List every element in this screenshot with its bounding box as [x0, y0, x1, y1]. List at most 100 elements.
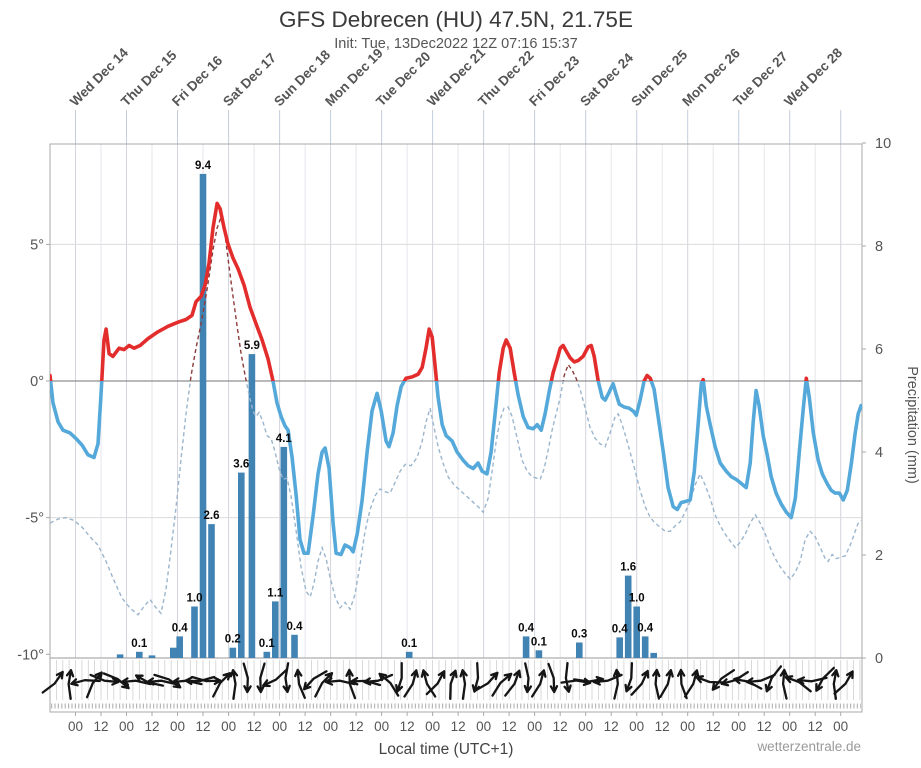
precip-value-label: 0.3 — [571, 629, 587, 641]
precip-tick-label: 2 — [875, 548, 883, 564]
precip-bar — [650, 652, 657, 658]
precip-value-label: 9.4 — [195, 160, 212, 172]
wind-arrow — [831, 669, 840, 700]
wind-arrow — [523, 662, 533, 694]
init-subtitle: Init: Tue, 13Dec2022 12Z 07:16 15:37 — [334, 36, 577, 52]
wind-arrow — [449, 669, 458, 700]
wind-arrow — [652, 668, 661, 700]
wind-arrow — [262, 668, 289, 688]
day-label: Sat Dec 17 — [220, 50, 279, 109]
plot-border — [49, 143, 863, 713]
precip-tick-label: 4 — [875, 445, 883, 461]
hour-tick-label: 12 — [502, 719, 517, 734]
wind-arrow — [711, 669, 736, 691]
precip-value-label: 0.2 — [225, 634, 241, 646]
precip-bar — [633, 606, 640, 658]
precip-value-label: 1.0 — [187, 593, 203, 605]
hour-tick-label: 00 — [119, 719, 134, 734]
temperature-line — [50, 201, 862, 557]
hour-tick-label: 00 — [170, 719, 185, 734]
wind-arrow — [420, 669, 437, 698]
wind-arrow — [242, 662, 252, 694]
hour-tick-label: 00 — [323, 719, 338, 734]
precip-value-label: 4.1 — [276, 433, 293, 445]
temp-tick-label: 0° — [30, 374, 44, 390]
precip-bar — [522, 636, 530, 658]
wind-arrow — [403, 669, 419, 698]
gridlines — [50, 144, 862, 659]
precip-bar — [176, 636, 183, 658]
day-boundary-stubs — [75, 110, 842, 144]
hour-tick-label: 00 — [833, 719, 848, 734]
precip-bar — [641, 636, 649, 658]
precip-bar — [248, 354, 256, 658]
wind-arrow — [65, 669, 75, 700]
wind-arrow — [85, 671, 103, 699]
precip-bar — [576, 642, 583, 658]
dewpoint-curve — [50, 381, 862, 616]
wind-arrow — [624, 662, 634, 693]
precip-bar — [263, 651, 271, 658]
wind-arrow — [395, 661, 404, 693]
precip-bar — [238, 472, 245, 658]
precip-bar — [136, 651, 143, 658]
precip-value-label: 0.4 — [518, 622, 535, 634]
precip-value-label: 0.4 — [637, 622, 654, 634]
day-label: Sat Dec 24 — [577, 50, 636, 109]
wind-arrow — [630, 669, 650, 696]
wind-arrow — [212, 672, 232, 698]
precip-tick-label: 0 — [875, 651, 883, 667]
wind-arrow — [184, 675, 216, 686]
day-label: Wed Dec 28 — [781, 45, 845, 109]
precip-bar — [199, 173, 207, 658]
hour-tick-label: 12 — [808, 719, 823, 734]
precip-bar — [208, 524, 215, 658]
precip-value-label: 1.6 — [620, 562, 636, 574]
dewpoint-line — [50, 214, 862, 616]
wind-arrow — [504, 669, 522, 697]
wind-arrow — [612, 668, 622, 700]
hour-tick-label: 12 — [93, 719, 108, 734]
dewpoint-curve — [189, 214, 578, 381]
precip-bar — [280, 446, 288, 658]
precip-value-label: 0.1 — [131, 638, 148, 650]
hour-tick-label: 12 — [655, 719, 670, 734]
precip-bar — [616, 637, 623, 658]
precip-bar — [535, 650, 543, 658]
hour-tick-label: 12 — [757, 719, 772, 734]
wind-arrow — [815, 666, 835, 692]
wind-arrow — [190, 675, 222, 686]
wind-arrow — [120, 677, 152, 686]
wind-arrow — [459, 669, 468, 700]
x-axis-label: Local time (UTC+1) — [379, 741, 514, 758]
wind-arrow — [473, 671, 499, 692]
precip-bar — [116, 654, 124, 658]
wind-arrow — [764, 665, 783, 693]
wind-arrow — [345, 668, 357, 700]
hour-tick-label: 12 — [400, 719, 415, 734]
temperature-curve — [50, 381, 862, 557]
wind-arrow — [563, 661, 572, 693]
precip-value-label: 0.1 — [531, 636, 548, 648]
precip-value-label: 0.4 — [172, 622, 189, 634]
hour-tick-label: 00 — [527, 719, 542, 734]
hour-tick-label: 12 — [604, 719, 619, 734]
wind-arrow — [547, 662, 559, 694]
hour-tick-label: 00 — [68, 719, 83, 734]
temp-tick-label: 5° — [30, 237, 44, 253]
wind-arrow — [229, 669, 239, 700]
precip-tick-label: 10 — [875, 136, 891, 152]
precip-value-label: 0.4 — [612, 623, 629, 635]
precip-bar — [624, 575, 632, 658]
precip-tick-label: 8 — [875, 239, 883, 255]
hour-tick-label: 12 — [349, 719, 364, 734]
hour-tick-label: 12 — [247, 719, 262, 734]
hour-tick-label: 12 — [298, 719, 313, 734]
precip-bar — [191, 606, 198, 658]
wind-arrow — [256, 662, 266, 694]
watermark: wetterzentrale.de — [756, 739, 861, 754]
temp-tick-label: -5° — [25, 511, 44, 527]
day-label: Fri Dec 23 — [526, 53, 583, 110]
